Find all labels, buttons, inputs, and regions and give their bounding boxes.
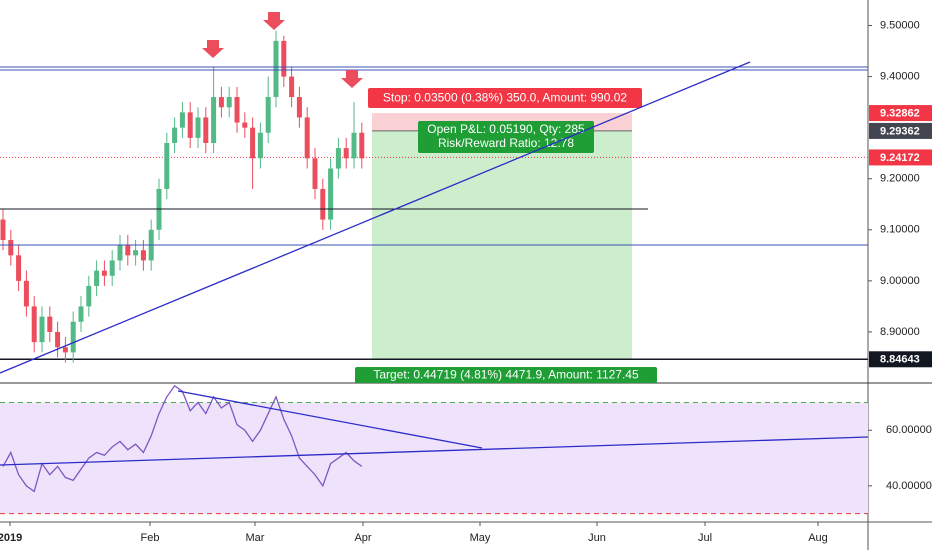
candle-body	[343, 148, 349, 159]
candle-body	[62, 347, 68, 353]
rsi-tick-label: 60.00000	[886, 424, 932, 436]
price-tag	[869, 351, 932, 368]
arrow	[341, 70, 363, 88]
axes: 9.50000 9.40000 9.20000 9.10000 9.00000 8.900…	[0, 19, 932, 544]
arrow	[263, 12, 285, 30]
candle-body	[23, 280, 29, 307]
candle-body	[125, 245, 131, 256]
candle-body	[257, 132, 263, 159]
candle-body	[101, 270, 107, 276]
x-tick-label: 2019	[0, 532, 22, 544]
rsi-band	[0, 402, 868, 514]
candle-body	[133, 250, 139, 256]
pnl-label: Risk/Reward Ratio: 12.78	[438, 136, 574, 150]
x-tick-label: Apr	[354, 532, 371, 544]
x-tick-label: Mar	[246, 532, 265, 544]
stop-label-bg	[368, 88, 642, 108]
price-tag	[869, 149, 932, 166]
candle-body	[328, 168, 334, 220]
candle-body	[39, 316, 45, 343]
price-tag	[869, 105, 932, 122]
x-tick-label: Jul	[698, 532, 712, 544]
target-label-bg	[355, 367, 657, 383]
candle-body	[242, 122, 248, 128]
candle-body	[86, 285, 92, 307]
y-tick-label: 9.10000	[880, 224, 920, 236]
candle-body	[70, 321, 76, 353]
y-tick-label: 9.40000	[880, 71, 920, 83]
price-tag-label: 9.32862	[880, 107, 920, 119]
candle-body	[140, 250, 146, 261]
candle-body	[203, 117, 209, 143]
y-tick-label: 9.20000	[880, 173, 920, 185]
arrow	[202, 40, 224, 58]
x-tick-label: May	[470, 532, 491, 544]
candle-body	[94, 270, 100, 286]
candle-body	[187, 112, 193, 138]
candle-body	[265, 97, 271, 133]
arrows	[202, 12, 363, 88]
candle-body	[117, 245, 123, 261]
candle-body	[164, 142, 170, 189]
y-tick-label: 9.50000	[880, 19, 920, 31]
candle-body	[234, 97, 240, 123]
candle-body	[351, 132, 357, 159]
target-label: Target: 0.44719 (4.81%) 4471.9, Amount: …	[373, 368, 639, 382]
candle-body	[289, 76, 295, 98]
y-tick-label: 8.90000	[880, 326, 920, 338]
candle-body	[304, 117, 310, 159]
candle-body	[172, 127, 178, 143]
price-tag-label: 9.24172	[880, 152, 920, 164]
candle-body	[195, 117, 201, 138]
candle-body	[218, 97, 224, 108]
candle-body	[226, 97, 232, 108]
candle-body	[109, 260, 115, 276]
candle-body	[273, 40, 279, 98]
price-tag-label: 8.84643	[880, 354, 920, 366]
rsi-trend-line	[0, 436, 869, 466]
candle-body	[78, 306, 84, 322]
candle-body	[281, 40, 287, 77]
candle-body	[179, 112, 185, 128]
candle-body	[320, 188, 326, 220]
candle-body	[31, 306, 37, 343]
stop-label: Stop: 0.03500 (0.38%) 350.0, Amount: 990…	[383, 91, 628, 105]
pnl-label: Open P&L: 0.05190, Qty: 285	[427, 122, 585, 136]
x-tick-label: Feb	[141, 532, 160, 544]
candle-body	[296, 97, 302, 118]
candle-body	[335, 148, 341, 169]
candle-body	[55, 331, 61, 348]
candle-body	[359, 132, 365, 159]
x-tick-label: Jun	[588, 532, 606, 544]
x-tick-label: Aug	[808, 532, 828, 544]
rsi-trend-line	[177, 390, 483, 449]
rsi-tick-label: 40.00000	[886, 480, 932, 492]
candle-body	[8, 240, 14, 256]
candle-body	[312, 158, 318, 189]
candle-body	[0, 219, 6, 241]
candle-body	[250, 127, 256, 159]
rsi-pane	[0, 384, 868, 515]
candle-body	[47, 316, 53, 332]
price-tag	[869, 122, 932, 139]
candle-body	[211, 97, 217, 143]
y-tick-label: 9.00000	[880, 275, 920, 287]
trend-line	[0, 61, 751, 374]
candle-body	[16, 255, 22, 281]
price-tag-label: 9.29362	[880, 125, 920, 137]
